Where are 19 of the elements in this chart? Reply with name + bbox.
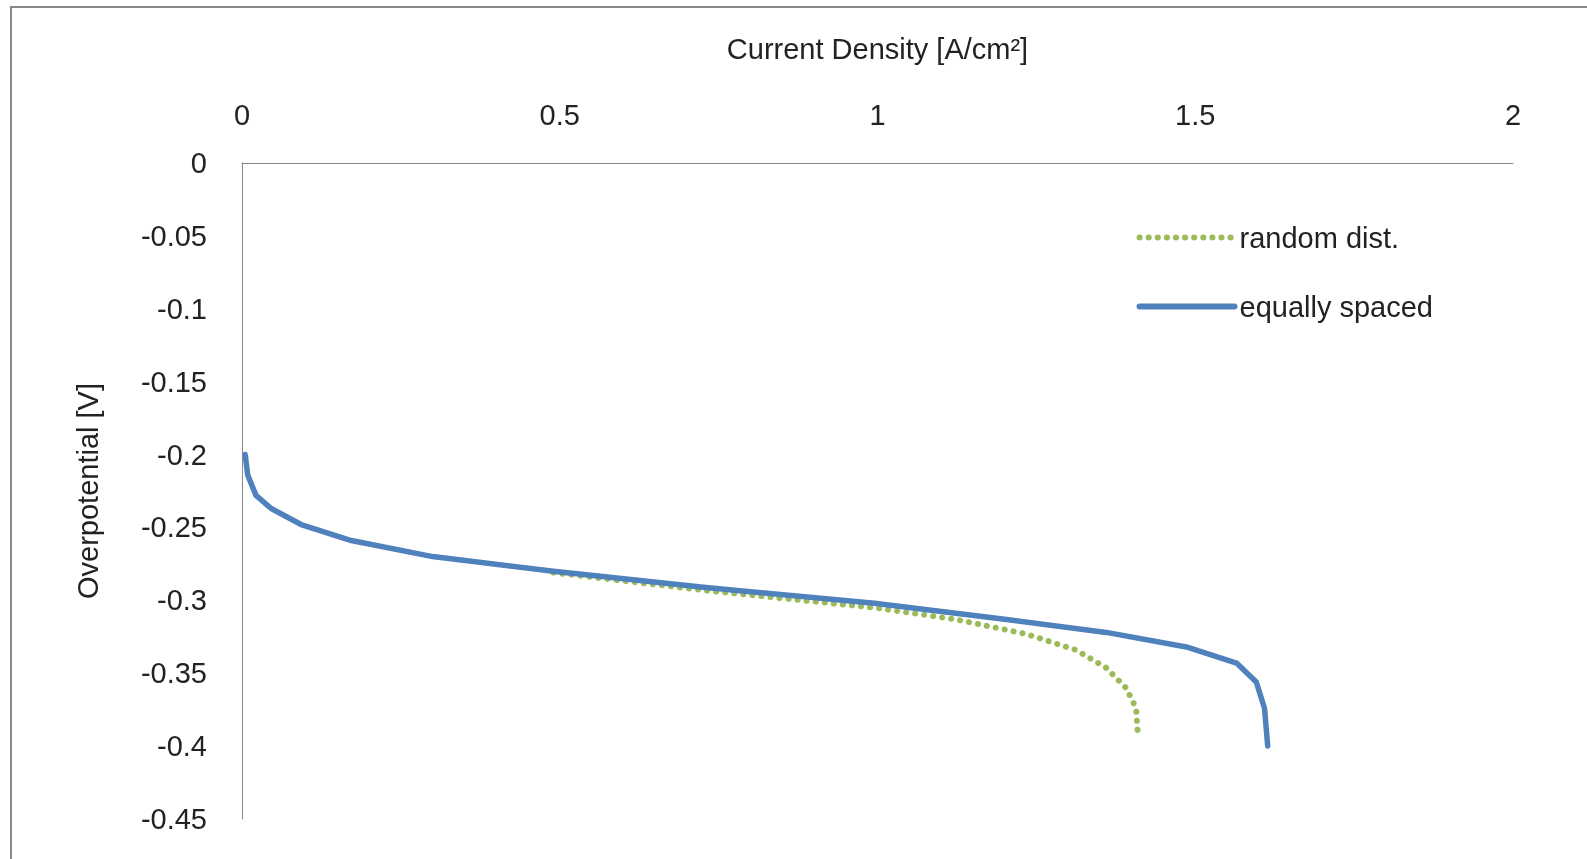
legend-label: random dist. [1239,221,1400,254]
y-tick-label: -0.1 [157,292,207,325]
y-tick-label: -0.4 [157,730,207,763]
y-tick-label: -0.25 [140,511,207,544]
y-tick-label: -0.3 [157,584,207,617]
y-axis-title: Overpotential [V] [71,383,104,599]
x-tick-label: 1 [869,98,886,131]
x-tick-label: 2 [1504,98,1522,131]
x-tick-label: 0.5 [539,98,580,131]
y-tick-label: -0.05 [140,219,207,252]
x-tick-label: 1.5 [1175,98,1216,131]
y-tick-label: -0.45 [140,803,207,835]
y-tick-label: -0.2 [157,438,207,471]
legend-label: equally spaced [1239,290,1434,323]
x-axis-title: Current Density [A/cm²] [726,32,1029,65]
y-tick-label: 0 [190,147,207,179]
y-tick-label: -0.15 [140,365,207,398]
y-tick-label: -0.35 [140,657,207,690]
x-tick-label: 0 [233,98,251,131]
